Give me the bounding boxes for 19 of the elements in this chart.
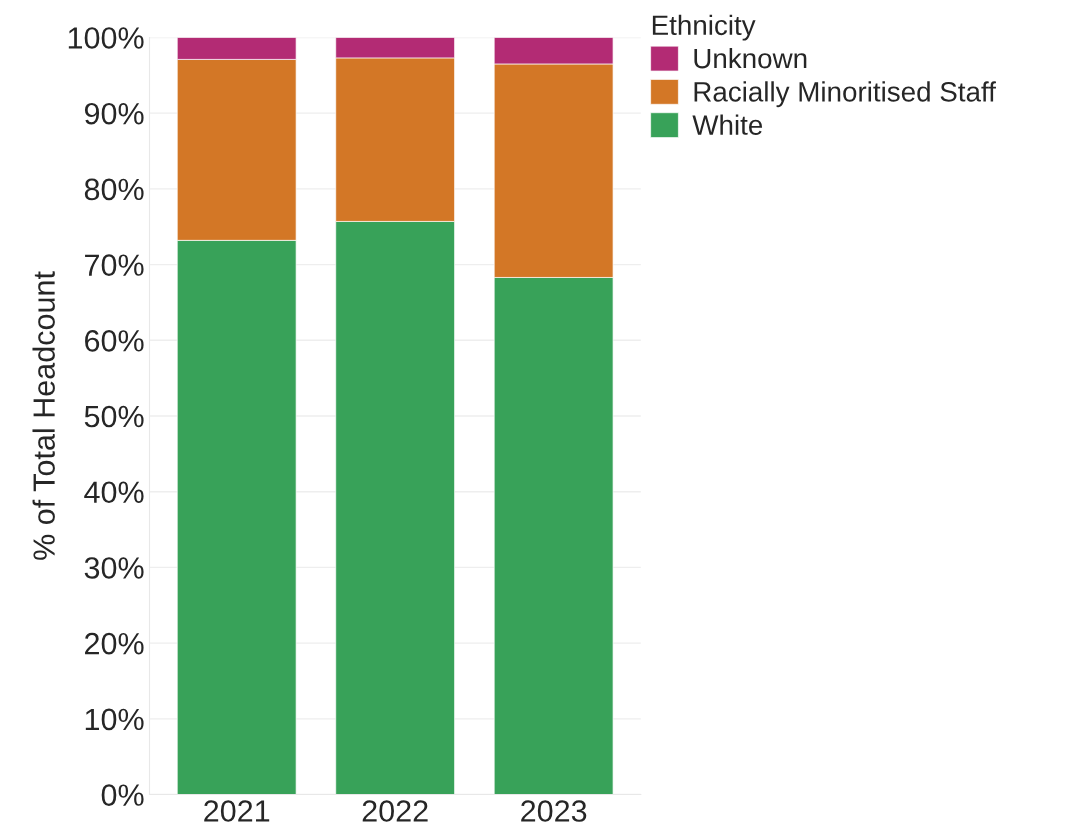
x-tick-label: 2022 [362,800,428,822]
y-tick-label: 70% [85,254,144,276]
y-tick-label: 30% [84,557,144,579]
y-tick-label: 10% [85,708,144,731]
x-tick-label: 2023 [521,800,587,822]
legend-label: White [692,114,763,135]
y-tick-label: 100% [68,27,144,49]
y-tick-label: 40% [84,481,144,504]
y-tick-label: 60% [85,330,144,352]
y-axis-title: % of Total Headcount [32,271,55,560]
x-tick-label: 2021 [204,800,270,822]
legend-title: Ethnicity [652,14,756,41]
legend-label: Unknown [694,47,807,69]
y-tick-label: 0% [101,784,144,806]
y-tick-label: 90% [84,102,144,125]
y-tick-label: 50% [84,405,144,428]
legend-label: Racially Minoritised Staff [694,81,996,108]
y-tick-label: 80% [84,178,144,201]
y-tick-label: 20% [85,632,144,655]
